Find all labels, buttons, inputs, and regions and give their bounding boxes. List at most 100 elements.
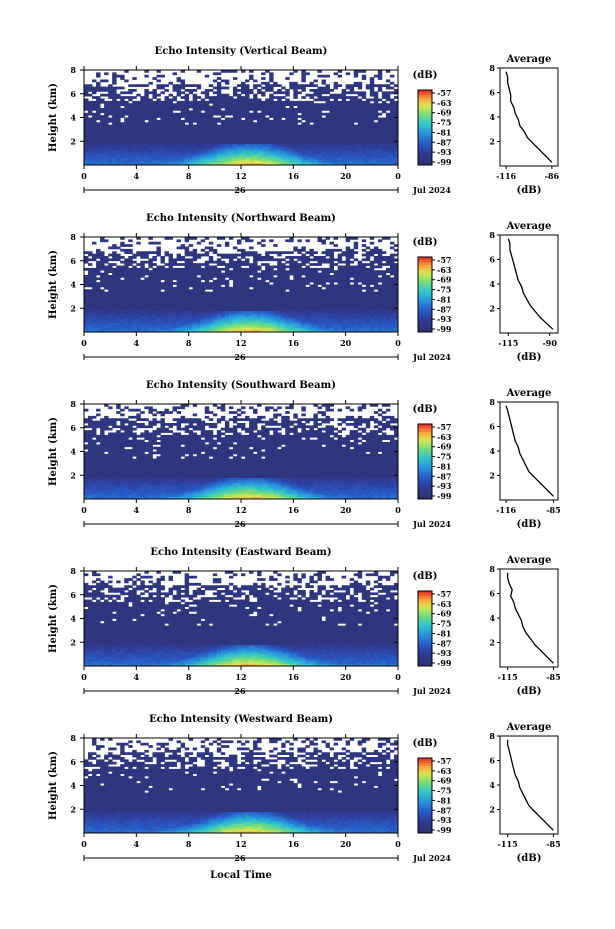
heatmap-cell	[253, 98, 258, 102]
heatmap-cell	[305, 112, 310, 116]
heatmap-cell	[192, 162, 198, 166]
heatmap-cell	[176, 322, 182, 326]
heatmap-cell	[361, 138, 367, 142]
heatmap-cell	[341, 141, 347, 145]
heatmap-cell	[96, 308, 101, 312]
heatmap-cell	[373, 91, 379, 95]
heatmap-cell	[128, 124, 133, 128]
heatmap-cell	[116, 277, 121, 281]
heatmap-cell	[192, 100, 198, 104]
heatmap-cell	[180, 91, 186, 95]
heatmap-cell	[136, 308, 141, 312]
heatmap-cell	[88, 305, 93, 309]
heatmap-cell	[224, 103, 230, 107]
heatmap-cell	[152, 153, 157, 156]
heatmap-cell	[120, 282, 125, 285]
heatmap-cell	[305, 322, 310, 326]
heatmap-cell	[200, 275, 206, 278]
heatmap-cell	[285, 77, 290, 80]
heatmap-cell	[369, 282, 375, 285]
heatmap-cell	[148, 241, 153, 245]
heatmap-cell	[236, 275, 242, 278]
heatmap-cell	[341, 272, 347, 276]
heatmap-cell	[285, 324, 290, 328]
heatmap-cell	[216, 162, 222, 166]
heatmap-cell	[325, 96, 330, 99]
heatmap-cell	[321, 258, 326, 262]
heatmap-cell	[249, 70, 254, 73]
heatmap-cell	[317, 313, 322, 316]
heatmap-cell	[140, 115, 145, 118]
heatmap-cell	[128, 239, 133, 243]
heatmap-cell	[289, 313, 294, 316]
heatmap-cell	[313, 89, 318, 92]
heatmap-cell	[253, 93, 258, 97]
heatmap-cell	[92, 79, 97, 83]
heatmap-cell	[140, 284, 145, 288]
heatmap-cell	[172, 115, 177, 118]
heatmap-cell	[361, 275, 367, 278]
heatmap-cell	[269, 119, 274, 123]
heatmap-cell	[216, 275, 222, 278]
heatmap-cell	[309, 313, 314, 316]
heatmap-cell	[92, 301, 97, 304]
heatmap-cell	[108, 143, 113, 147]
heatmap-cell	[112, 105, 117, 109]
heatmap-cell	[84, 303, 89, 307]
heatmap-cell	[184, 155, 190, 159]
heatmap-cell	[204, 317, 210, 321]
heatmap-cell	[309, 275, 314, 278]
heatmap-cell	[100, 143, 105, 147]
heatmap-cell	[257, 153, 262, 156]
heatmap-cell	[273, 162, 278, 166]
heatmap-cell	[325, 84, 330, 88]
heatmap-cell	[277, 112, 282, 116]
heatmap-cell	[136, 162, 141, 166]
heatmap-cell	[188, 155, 194, 159]
heatmap-cell	[152, 296, 157, 300]
heatmap-cell	[345, 298, 351, 302]
heatmap-cell	[241, 308, 246, 312]
heatmap-cell	[325, 284, 330, 288]
heatmap-cell	[184, 93, 190, 97]
heatmap-cell	[172, 127, 177, 130]
heatmap-cell	[232, 100, 238, 104]
heatmap-cell	[313, 103, 318, 107]
heatmap-cell	[220, 317, 226, 321]
heatmap-cell	[297, 155, 302, 159]
heatmap-cell	[389, 136, 395, 140]
heatmap-cell	[301, 143, 306, 147]
heatmap-cell	[241, 153, 246, 156]
heatmap-cell	[317, 286, 322, 290]
heatmap-cell	[88, 93, 93, 97]
heatmap-cell	[224, 160, 230, 164]
heatmap-cell	[321, 74, 326, 78]
heatmap-cell	[184, 313, 190, 316]
heatmap-cell	[377, 301, 383, 304]
heatmap-cell	[265, 272, 270, 276]
heatmap-cell	[385, 155, 391, 159]
heatmap-cell	[301, 282, 306, 285]
heatmap-cell	[369, 162, 375, 166]
heatmap-cell	[265, 329, 270, 333]
heatmap-cell	[196, 303, 202, 307]
heatmap-cell	[136, 310, 141, 314]
heatmap-cell	[377, 134, 383, 137]
heatmap-cell	[120, 256, 125, 259]
heatmap-cell	[100, 153, 105, 156]
heatmap-cell	[241, 327, 246, 331]
heatmap-cell	[232, 146, 238, 149]
heatmap-cell	[124, 108, 129, 111]
heatmap-cell	[196, 265, 202, 269]
heatmap-cell	[257, 122, 262, 126]
heatmap-cell	[337, 153, 343, 156]
heatmap-cell	[120, 322, 125, 326]
heatmap-cell	[321, 98, 326, 102]
heatmap-cell	[188, 303, 194, 307]
heatmap-cell	[104, 284, 109, 288]
heatmap-cell	[289, 263, 294, 266]
heatmap-cell	[369, 98, 375, 102]
heatmap-cell	[224, 322, 230, 326]
heatmap-cell	[337, 117, 343, 121]
heatmap-cell	[108, 315, 113, 319]
